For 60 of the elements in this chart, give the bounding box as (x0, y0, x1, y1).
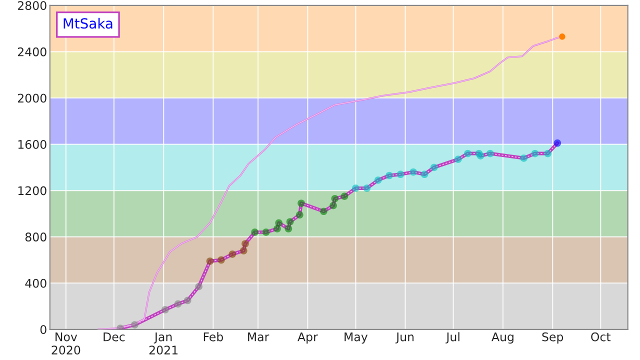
point (284, 225, 292, 232)
x-tick-label: Oct (591, 332, 611, 342)
x-tick-label: May (344, 332, 368, 344)
point (242, 240, 249, 248)
point (262, 228, 270, 236)
point (374, 176, 382, 184)
point (340, 192, 348, 200)
x-tick-label: Feb (204, 332, 224, 342)
point (554, 139, 562, 147)
x-tick-label: Sep (542, 332, 564, 344)
point (363, 184, 371, 192)
point (352, 184, 360, 192)
point (520, 154, 528, 162)
x-tick-label: Aug (492, 332, 514, 344)
y-tick-label: 1600 (18, 140, 46, 149)
point (559, 34, 566, 40)
y-tick-label: 1200 (18, 186, 46, 196)
point (476, 152, 484, 160)
text: MtSaka (64, 18, 112, 29)
point (420, 170, 428, 178)
point (331, 194, 339, 202)
point (330, 202, 337, 210)
point (386, 172, 393, 180)
y-tick-label: 400 (25, 278, 46, 288)
point (286, 218, 294, 226)
y-tick-label: 2400 (18, 47, 46, 56)
point (240, 247, 248, 254)
point (162, 306, 169, 314)
point (544, 150, 552, 158)
x-tick-label: Jan 2021 (149, 332, 178, 355)
x-tick-label: Dec (104, 332, 125, 342)
point (184, 296, 192, 304)
point (195, 282, 202, 290)
point (218, 256, 225, 264)
y-tick-label: 800 (25, 232, 46, 242)
point (206, 257, 214, 265)
x-tick-label: Jul (446, 332, 460, 344)
point (464, 150, 472, 158)
x-tick-label: Jun (395, 332, 414, 344)
y-tick-label: 2800 (18, 1, 46, 10)
point (454, 156, 462, 163)
y-tick-label: 2000 (18, 94, 46, 103)
point (174, 300, 182, 308)
point (275, 219, 283, 227)
y-tick-label: 0 (40, 325, 46, 334)
point (131, 321, 138, 328)
x-tick-label: Apr (298, 332, 318, 344)
point (410, 168, 417, 176)
point (251, 228, 259, 236)
point (298, 200, 305, 207)
x-tick-label: Nov 2020 (52, 332, 80, 355)
point (228, 250, 236, 258)
point (531, 150, 539, 158)
point (296, 211, 304, 219)
point (396, 170, 404, 178)
point (430, 164, 438, 172)
line-series (116, 139, 562, 330)
point (320, 208, 328, 216)
point (486, 150, 494, 158)
x-tick-label: Mar (248, 332, 270, 342)
